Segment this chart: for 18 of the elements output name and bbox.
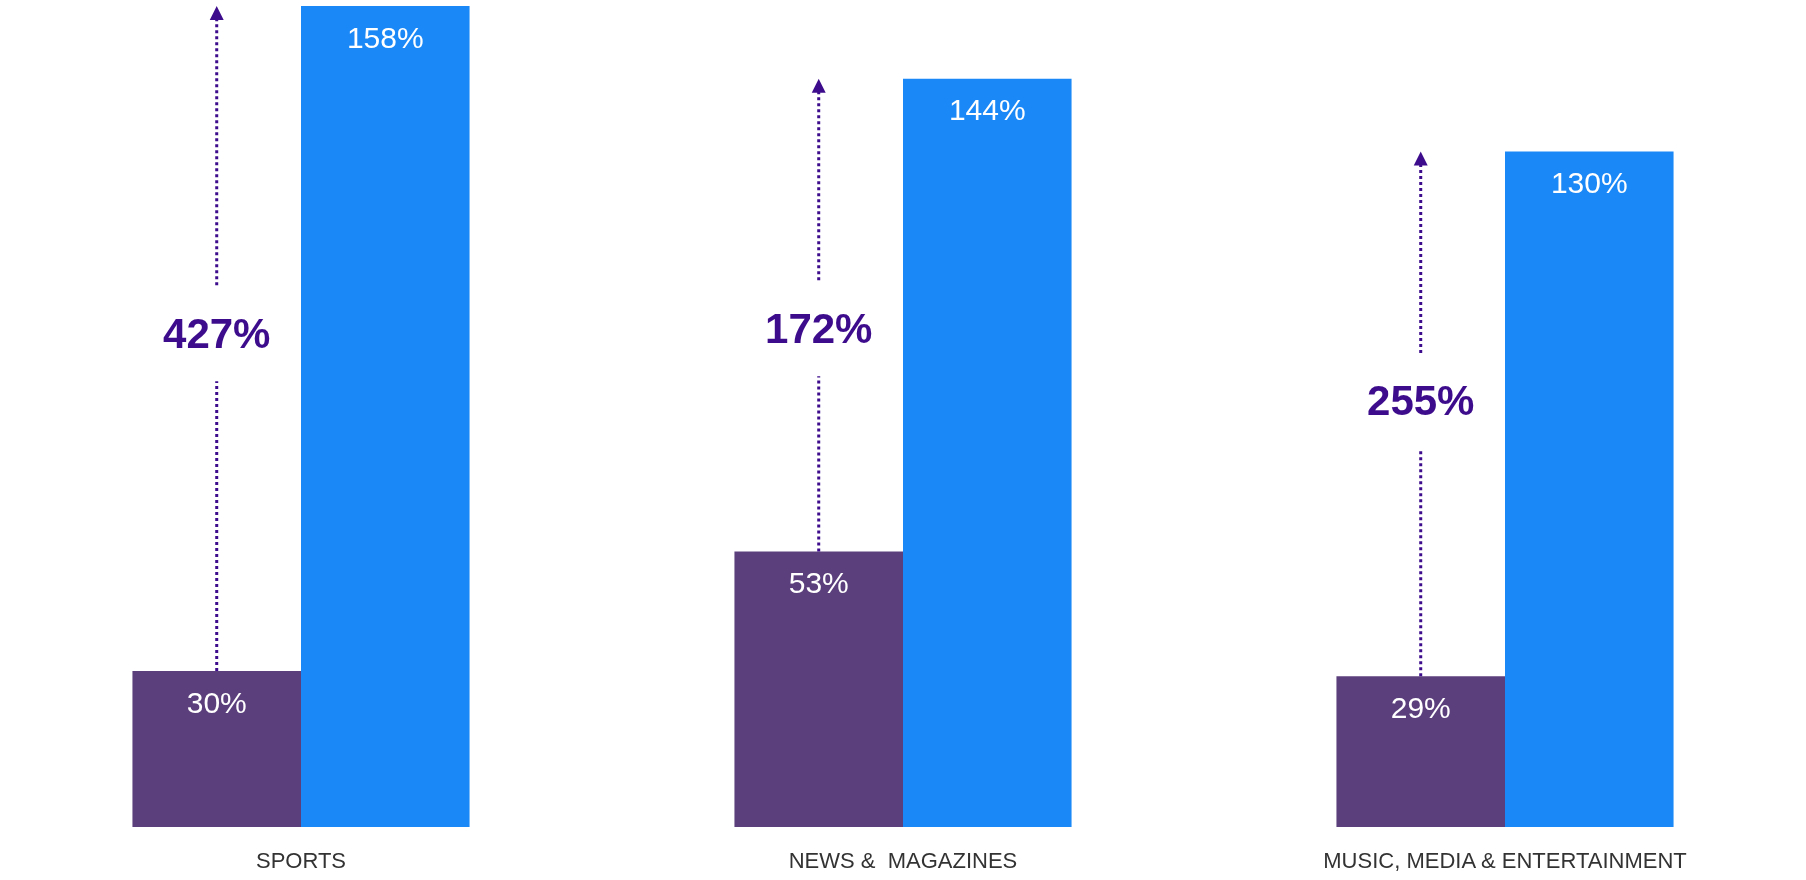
bar	[903, 78, 1072, 827]
x-tick-label: SPORTS	[255, 847, 347, 873]
data-label: 29%	[1390, 690, 1451, 724]
bar	[734, 551, 903, 827]
bar	[1505, 151, 1674, 827]
annotation: 255%	[1367, 377, 1475, 425]
data-label: 144%	[948, 93, 1026, 127]
bar	[1336, 676, 1505, 827]
data-label: 158%	[346, 20, 424, 54]
data-label: 30%	[186, 685, 247, 719]
data-label: 53%	[788, 566, 849, 600]
annotation: 172%	[765, 304, 873, 352]
bar	[301, 6, 470, 827]
annotation: 427%	[163, 309, 271, 357]
x-tick-label: MUSIC, MEDIA & ENTERTAINMENT	[1323, 847, 1687, 873]
bar	[132, 671, 301, 827]
data-label: 130%	[1550, 165, 1628, 199]
x-tick-label: NEWS & MAGAZINES	[788, 847, 1018, 873]
